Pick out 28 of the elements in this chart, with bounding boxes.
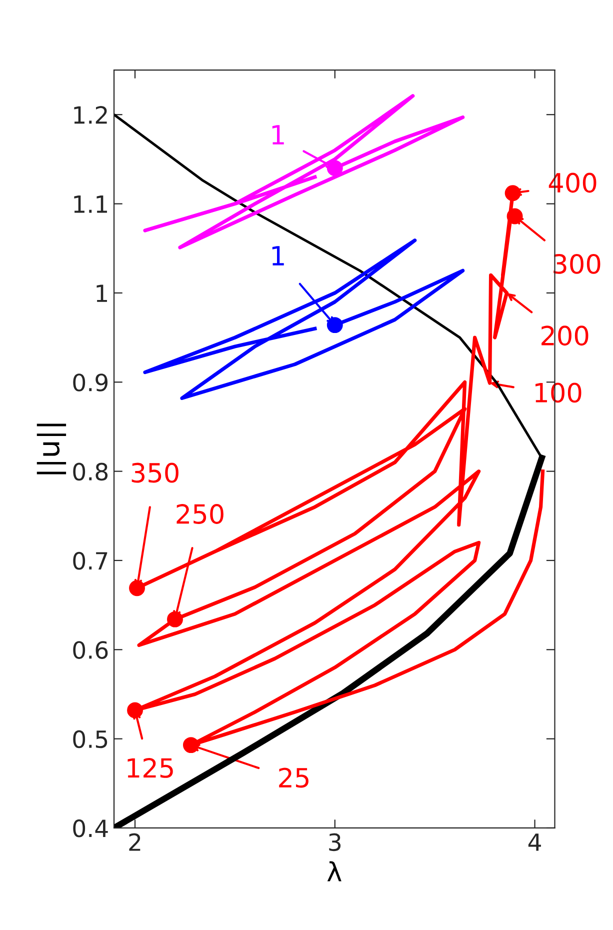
point [506,208,523,224]
y-tick-label: 0.5 [73,730,108,748]
annotation: 1 [272,246,284,266]
y-tick-label: 0.6 [73,641,108,659]
y-tick-label: 0.9 [73,374,108,392]
y-tick-label: 1.2 [74,106,107,124]
point [127,702,143,718]
point [326,160,343,176]
x-tick-label: 4 [528,834,541,851]
x-tick-label: 3 [329,833,341,852]
annotation: 250 [176,504,224,524]
point [326,317,343,334]
x-axis-title: λ [327,861,342,882]
annotation: 350 [132,462,178,483]
y-tick-label: 0.8 [73,462,108,481]
point [504,185,521,202]
y-tick-label: 0.7 [73,552,108,570]
point [167,611,183,628]
point [129,580,145,596]
annotation: 25 [279,768,308,788]
y-axis-title: ||u|| [36,424,66,474]
x-tick-label: 2 [129,833,140,851]
annotation: 1 [272,125,284,144]
y-tick-label: 1 [96,284,107,302]
point [182,737,199,754]
annotation: 125 [128,758,173,778]
y-tick-label: 1.1 [74,196,107,213]
y-tick-label: 0.4 [73,819,108,838]
